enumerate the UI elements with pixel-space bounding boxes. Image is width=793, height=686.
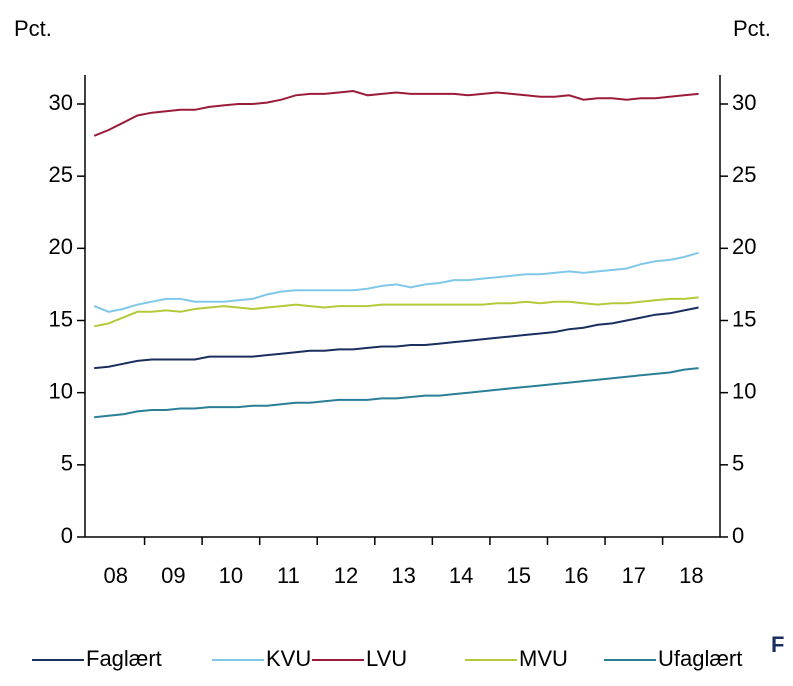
x-tick-label: 09	[161, 563, 185, 588]
y-tick-label: 5	[61, 451, 73, 476]
legend-label: Ufaglært	[658, 646, 742, 671]
x-tick-label: 12	[334, 563, 358, 588]
series-line	[93, 251, 699, 313]
y2-tick-label: 20	[732, 234, 756, 259]
y2-tick-label: 25	[732, 162, 756, 187]
y-axis-label: Pct.	[14, 16, 52, 41]
legend-label: MVU	[519, 646, 568, 671]
series-line	[94, 306, 699, 370]
x-tick-label: 15	[506, 563, 530, 588]
annotation: F	[771, 632, 784, 657]
y-tick-label: 10	[49, 378, 73, 403]
x-tick-label: 16	[564, 563, 588, 588]
x-tick-label: 14	[449, 563, 473, 588]
y-tick-label: 20	[49, 234, 73, 259]
x-tick-label: 13	[391, 563, 415, 588]
x-tick-label: 18	[679, 563, 703, 588]
x-tick-label: 11	[277, 563, 300, 588]
y2-tick-label: 10	[732, 378, 756, 403]
series-line	[94, 367, 699, 419]
legend-label: LVU	[366, 646, 407, 671]
y2-tick-label: 0	[732, 523, 744, 548]
x-tick-label: 08	[104, 563, 128, 588]
y2-axis-label: Pct.	[733, 16, 771, 41]
series-line	[94, 296, 699, 328]
x-tick-label: 17	[622, 563, 646, 588]
y-tick-label: 15	[49, 306, 73, 331]
series-line	[93, 89, 699, 137]
y-tick-label: 25	[49, 162, 73, 187]
y2-tick-label: 30	[732, 90, 756, 115]
legend-label: KVU	[266, 646, 311, 671]
y-tick-label: 30	[49, 90, 73, 115]
y-tick-label: 0	[61, 523, 73, 548]
y2-tick-label: 15	[732, 306, 756, 331]
legend-label: Faglært	[86, 646, 162, 671]
y2-tick-label: 5	[732, 451, 744, 476]
x-tick-label: 10	[219, 563, 243, 588]
